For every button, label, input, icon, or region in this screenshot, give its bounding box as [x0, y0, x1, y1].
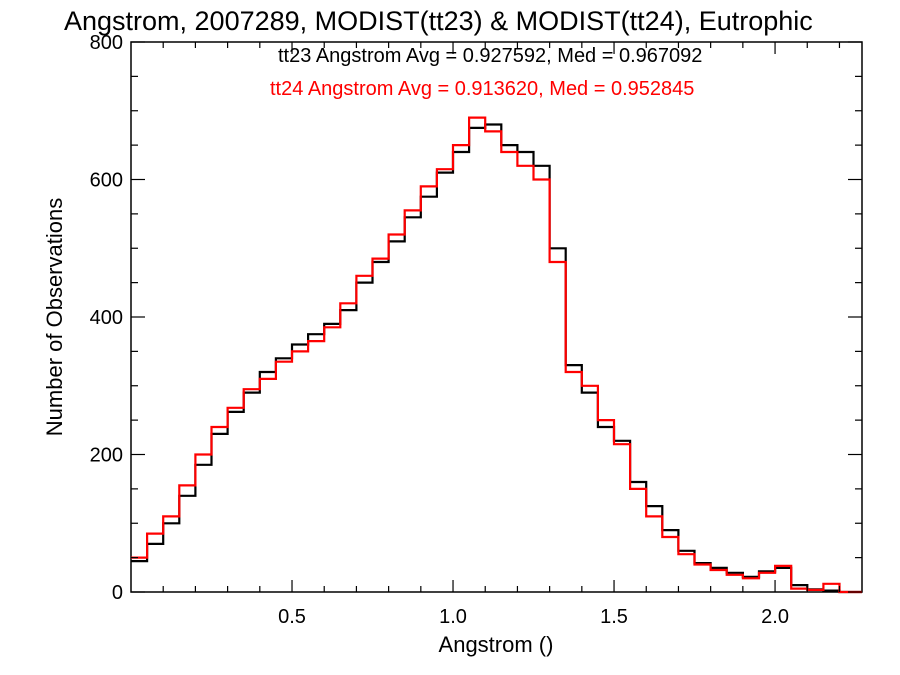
series-line-tt24 — [131, 116, 862, 594]
series-layer — [131, 116, 862, 594]
x-tick-label: 1.5 — [600, 606, 628, 628]
y-tick-label: 0 — [112, 582, 123, 604]
ticks-layer: 0.5 1.0 1.5 2.0 0 200 400 600 800 — [90, 32, 862, 628]
x-tick-label: 2.0 — [761, 606, 789, 628]
y-axis-label: Number of Observations — [42, 198, 67, 436]
series-line-tt23 — [131, 123, 862, 594]
y-tick-label: 600 — [90, 170, 123, 192]
chart-title: Angstrom, 2007289, MODIST(tt23) & MODIST… — [64, 6, 813, 36]
y-tick-label: 800 — [90, 32, 123, 54]
legend-entry-tt24: tt24 Angstrom Avg = 0.913620, Med = 0.95… — [270, 78, 694, 100]
x-tick-label: 1.0 — [439, 606, 467, 628]
y-tick-label: 400 — [90, 307, 123, 329]
legend-entry-tt23: tt23 Angstrom Avg = 0.927592, Med = 0.96… — [278, 45, 702, 67]
x-tick-label: 0.5 — [278, 606, 306, 628]
x-axis-label: Angstrom () — [439, 632, 554, 657]
y-tick-label: 200 — [90, 445, 123, 467]
